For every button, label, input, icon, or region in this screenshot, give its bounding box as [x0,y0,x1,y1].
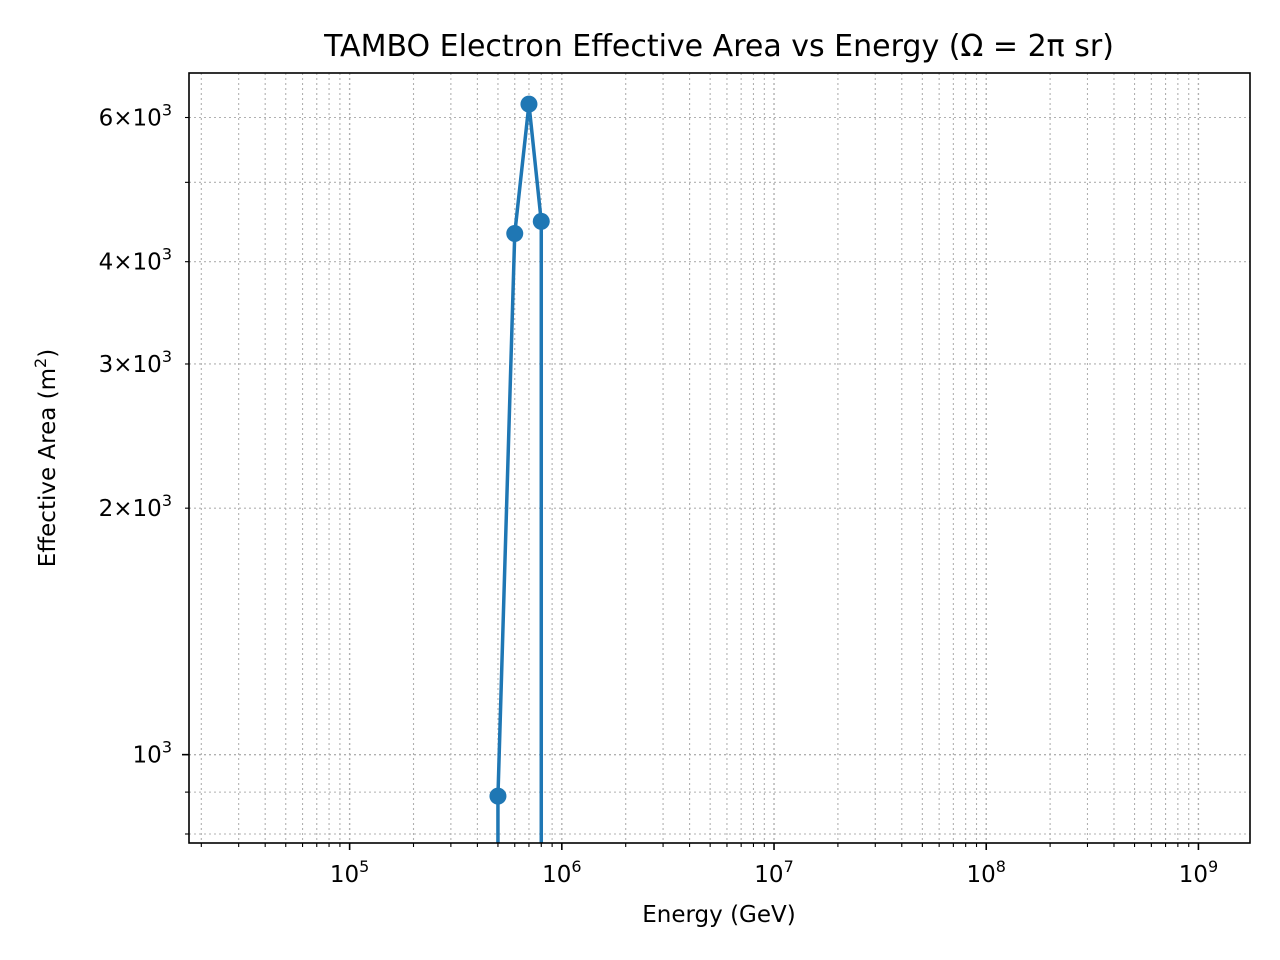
y-tick-label: 3×103 [99,347,172,378]
data-point [489,787,507,805]
y-tick-base: 10 [133,743,162,769]
y-tick-exp: 3 [162,101,172,120]
chart-title: TAMBO Electron Effective Area vs Energy … [323,29,1114,64]
x-tick-exp: 6 [571,857,581,876]
x-tick-base: 10 [1179,862,1208,888]
y-tick-exp: 3 [162,491,172,510]
y-tick-base: 6×10 [99,106,162,132]
plot-area [489,95,550,843]
y-axis-label-close: ) [35,349,61,358]
x-tick-base: 10 [754,862,783,888]
x-tick-exp: 5 [359,857,369,876]
y-tick-exp: 3 [162,245,172,264]
y-axis-label: Effective Area (m2) [31,349,61,567]
y-tick-base: 4×10 [99,250,162,276]
y-tick-label: 2×103 [99,491,172,522]
data-point [506,224,524,242]
axes-frame [188,72,1251,844]
series-layer [489,95,550,843]
y-tick-label: 103 [133,738,172,769]
x-tick-label: 109 [1179,857,1218,888]
data-point [532,212,550,230]
x-axis-label: Energy (GeV) [642,902,796,928]
x-tick-label: 105 [330,857,369,888]
data-point [520,95,538,113]
y-tick-base: 3×10 [99,352,162,378]
x-tick-label: 106 [542,857,581,888]
y-tick-exp: 3 [162,347,172,366]
x-tick-label: 107 [754,857,793,888]
x-tick-label: 108 [966,857,1005,888]
y-tick-exp: 3 [162,738,172,757]
y-tick-label: 4×103 [99,245,172,276]
y-tick-base: 2×10 [99,496,162,522]
x-tick-exp: 9 [1208,857,1218,876]
x-tick-exp: 8 [996,857,1006,876]
x-tick-base: 10 [542,862,571,888]
y-axis-label-sup: 2 [31,358,50,368]
y-axis-label-text: Effective Area (m [35,368,61,567]
y-tick-label: 6×103 [99,101,172,132]
x-tick-exp: 7 [784,857,794,876]
x-tick-base: 10 [330,862,359,888]
x-tick-base: 10 [966,862,995,888]
series-line [496,102,544,843]
